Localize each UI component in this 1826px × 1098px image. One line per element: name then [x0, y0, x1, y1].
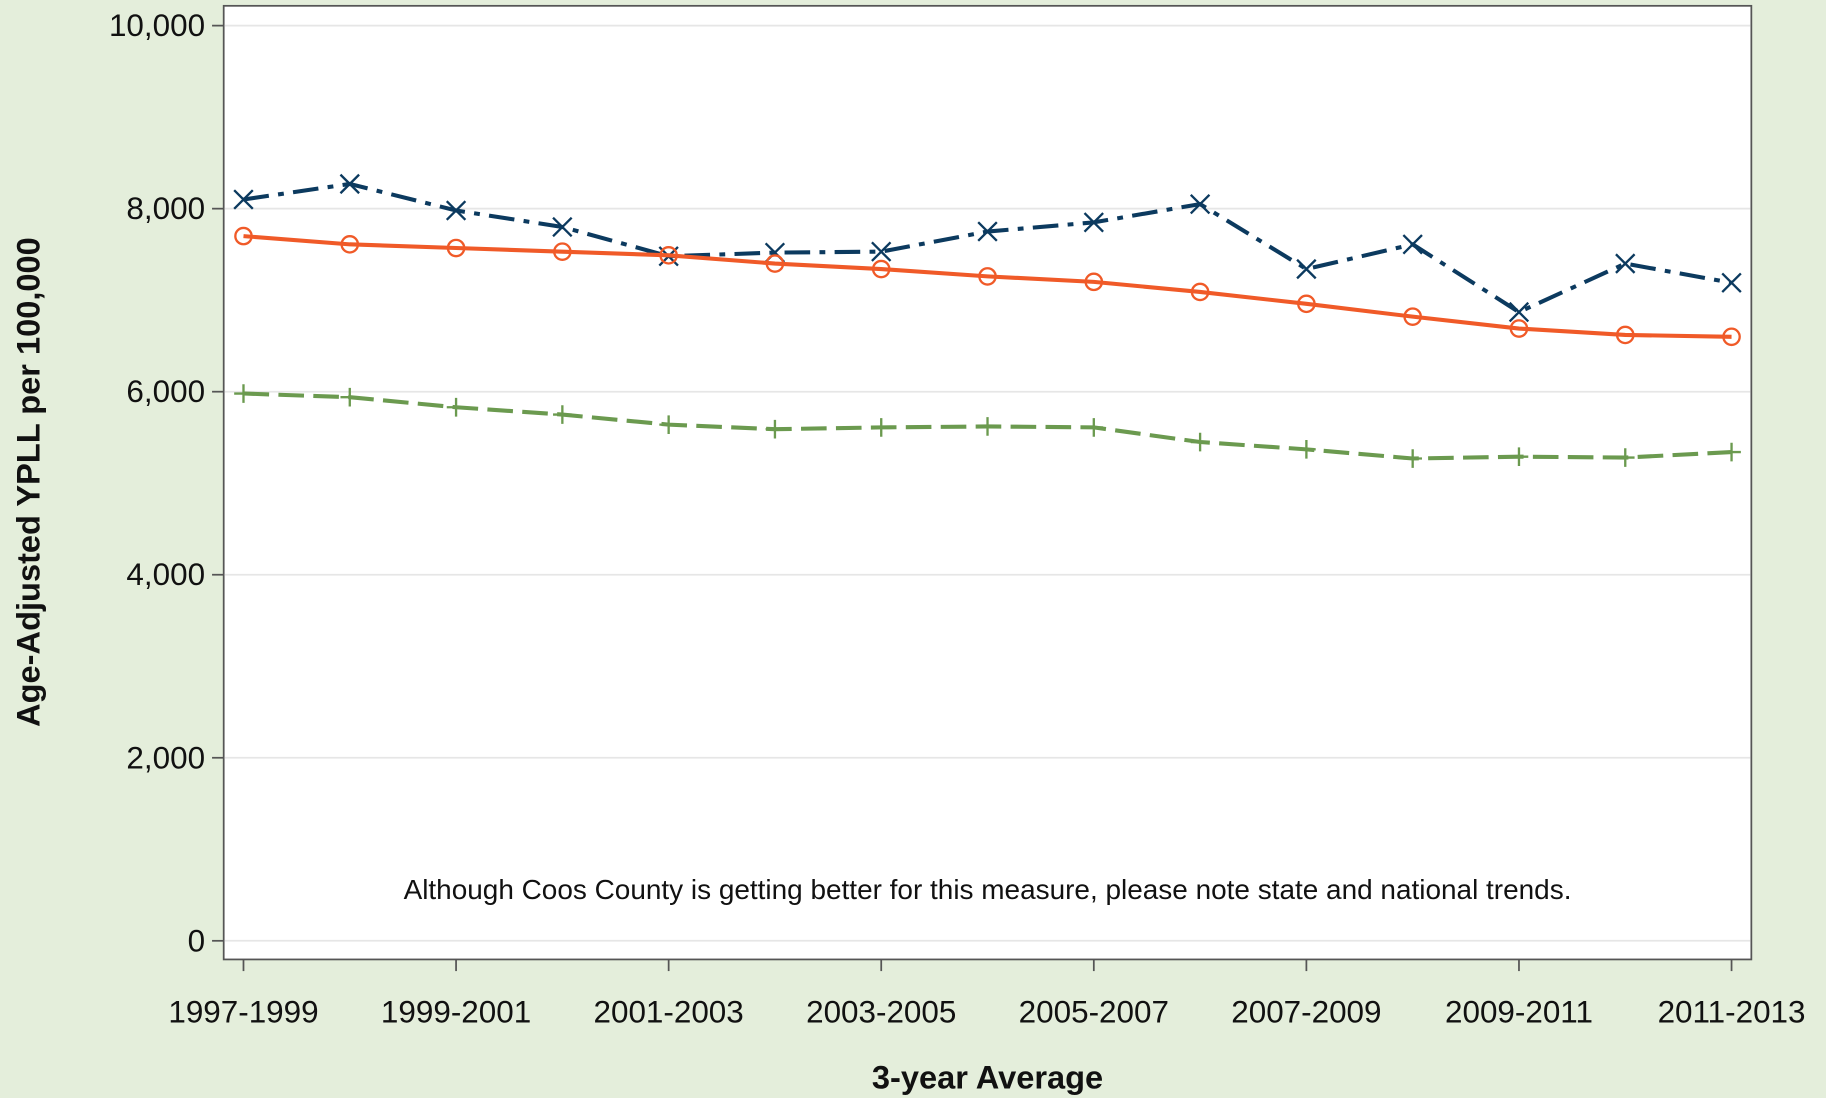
marker — [1190, 282, 1210, 302]
series-line — [243, 234, 1732, 339]
marker — [871, 418, 891, 437]
marker — [1615, 325, 1635, 345]
x-tick-label: 1997-1999 — [168, 994, 318, 1029]
y-tick-label: 6,000 — [126, 374, 205, 409]
x-axis-title: 3-year Average — [872, 1059, 1103, 1096]
marker — [1402, 234, 1423, 255]
marker — [1721, 272, 1742, 293]
marker — [1403, 307, 1422, 326]
x-tick-label: 2011-2013 — [1658, 994, 1806, 1029]
x-tick-label: 2007-2009 — [1231, 994, 1381, 1029]
marker — [1403, 449, 1422, 468]
plot-area — [222, 4, 1753, 961]
marker — [1615, 448, 1635, 467]
annotation: Although Coos County is getting better f… — [404, 874, 1572, 905]
marker — [871, 259, 891, 279]
marker — [1084, 418, 1104, 437]
y-axis-title: Age-Adjusted YPLL per 100,000 — [10, 237, 47, 727]
x-tick-label: 2001-2003 — [594, 994, 744, 1029]
marker — [977, 221, 998, 242]
x-tick-label: 2003-2005 — [806, 994, 956, 1029]
marker — [1084, 272, 1104, 292]
marker — [1508, 301, 1530, 323]
marker — [445, 200, 467, 221]
x-tick-label: 2009-2011 — [1445, 994, 1593, 1029]
marker — [1297, 440, 1316, 459]
y-tick-label: 2,000 — [126, 740, 205, 775]
x-tick-label: 2005-2007 — [1019, 994, 1169, 1029]
marker — [340, 235, 360, 254]
marker — [1297, 294, 1316, 314]
marker — [1296, 258, 1317, 280]
marker — [234, 384, 253, 403]
marker — [340, 387, 360, 407]
marker — [1509, 447, 1529, 466]
marker — [553, 405, 572, 424]
marker — [765, 419, 785, 439]
marker — [659, 415, 678, 434]
marker — [978, 267, 997, 286]
marker — [552, 216, 573, 238]
marker — [1722, 442, 1741, 462]
y-tick-label: 10,000 — [109, 8, 205, 43]
marker — [1190, 432, 1210, 452]
marker — [659, 246, 678, 265]
marker — [233, 189, 254, 210]
marker — [446, 397, 466, 417]
marker — [234, 226, 253, 246]
marker — [553, 242, 572, 261]
marker — [978, 417, 997, 436]
marker — [871, 241, 892, 262]
x-tick-label: 1999-2001 — [381, 994, 531, 1029]
marker — [1083, 212, 1104, 233]
marker — [1615, 253, 1636, 274]
marker — [765, 254, 785, 273]
marker — [339, 173, 360, 195]
y-tick-label: 8,000 — [126, 191, 205, 226]
marker — [1189, 193, 1211, 215]
y-tick-label: 4,000 — [126, 557, 205, 592]
y-tick-label: 0 — [188, 923, 205, 958]
marker — [446, 238, 466, 258]
marker — [1722, 327, 1741, 347]
marker — [1509, 319, 1529, 338]
